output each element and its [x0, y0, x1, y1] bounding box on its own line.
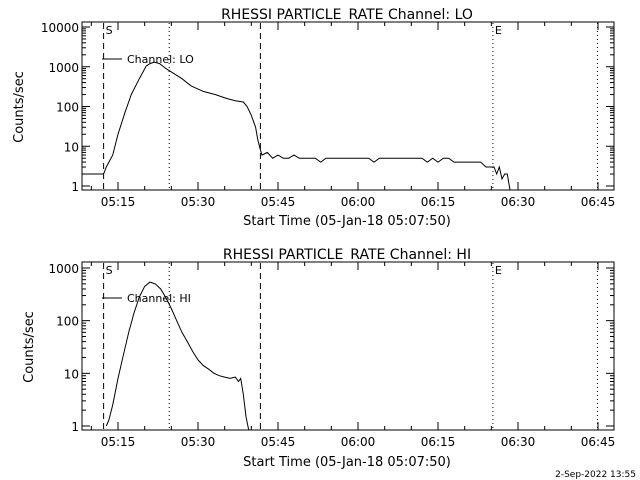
hi-y-tick-label: 1000 — [48, 262, 79, 276]
hi-y-tick-label: 10 — [64, 367, 79, 381]
lo-marker-label: S — [106, 24, 113, 37]
hi-panel: RHESSI PARTICLE_RATE Channel: HI 1101001… — [22, 247, 615, 470]
hi-x-axis: 05:15 05:30 05:45 06:00 06:15 06:30 06:45 — [90, 262, 616, 449]
hi-x-axis-label: Start Time (05-Jan-18 05:07:50) — [243, 455, 451, 470]
lo-x-tick-label: 06:45 — [581, 195, 616, 209]
lo-y-axis-label: Counts/sec — [12, 71, 27, 143]
lo-x-tick-label: 05:15 — [101, 195, 136, 209]
timestamp: 2-Sep-2022 13:55 — [555, 470, 636, 480]
lo-legend-label: Channel: LO — [127, 53, 194, 66]
lo-chart-title: RHESSI PARTICLE_RATE Channel: LO — [221, 7, 473, 23]
lo-panel: RHESSI PARTICLE_RATE Channel: LO 1101001… — [12, 7, 615, 229]
hi-chart-title: RHESSI PARTICLE_RATE Channel: HI — [223, 247, 471, 263]
hi-x-tick-label: 06:45 — [581, 435, 616, 449]
hi-plot-frame — [81, 261, 615, 431]
lo-marker-label: E — [495, 24, 502, 37]
hi-x-tick-label: 06:00 — [341, 435, 376, 449]
lo-y-tick-label: 1 — [71, 180, 79, 194]
lo-y-tick-label: 100 — [56, 101, 79, 115]
lo-x-tick-label: 06:00 — [341, 195, 376, 209]
hi-x-tick-label: 05:45 — [261, 435, 296, 449]
lo-plot-frame — [81, 21, 615, 191]
hi-y-axis: 1 10 100 1000 — [48, 262, 614, 434]
hi-marker-label: S — [106, 264, 113, 277]
lo-x-axis: 05:15 05:30 05:45 06:00 06:15 06:30 06:45 — [90, 22, 616, 209]
lo-x-tick-label: 05:30 — [181, 195, 216, 209]
hi-y-axis-label: Counts/sec — [22, 311, 37, 383]
lo-x-tick-label: 06:30 — [501, 195, 536, 209]
lo-x-axis-label: Start Time (05-Jan-18 05:07:50) — [243, 214, 451, 229]
lo-series-line — [82, 61, 550, 191]
hi-legend-label: Channel: HI — [127, 292, 191, 305]
lo-y-tick-label: 1000 — [48, 61, 79, 75]
lo-y-axis: 1 10 100 1000 10000 — [41, 21, 614, 194]
hi-x-tick-label: 06:15 — [421, 435, 456, 449]
hi-legend: Channel: HI — [102, 292, 191, 305]
hi-x-tick-label: 06:30 — [501, 435, 536, 449]
lo-y-tick-label: 10000 — [41, 21, 79, 35]
hi-x-tick-label: 05:15 — [101, 435, 136, 449]
hi-series-line — [105, 281, 250, 431]
lo-legend: Channel: LO — [102, 53, 194, 66]
hi-x-tick-label: 05:30 — [181, 435, 216, 449]
hi-y-tick-label: 1 — [71, 420, 79, 434]
hi-y-tick-label: 100 — [56, 315, 79, 329]
lo-x-tick-label: 06:15 — [421, 195, 456, 209]
lo-x-tick-label: 05:45 — [261, 195, 296, 209]
lo-y-tick-label: 10 — [64, 140, 79, 154]
hi-marker-label: E — [495, 264, 502, 277]
